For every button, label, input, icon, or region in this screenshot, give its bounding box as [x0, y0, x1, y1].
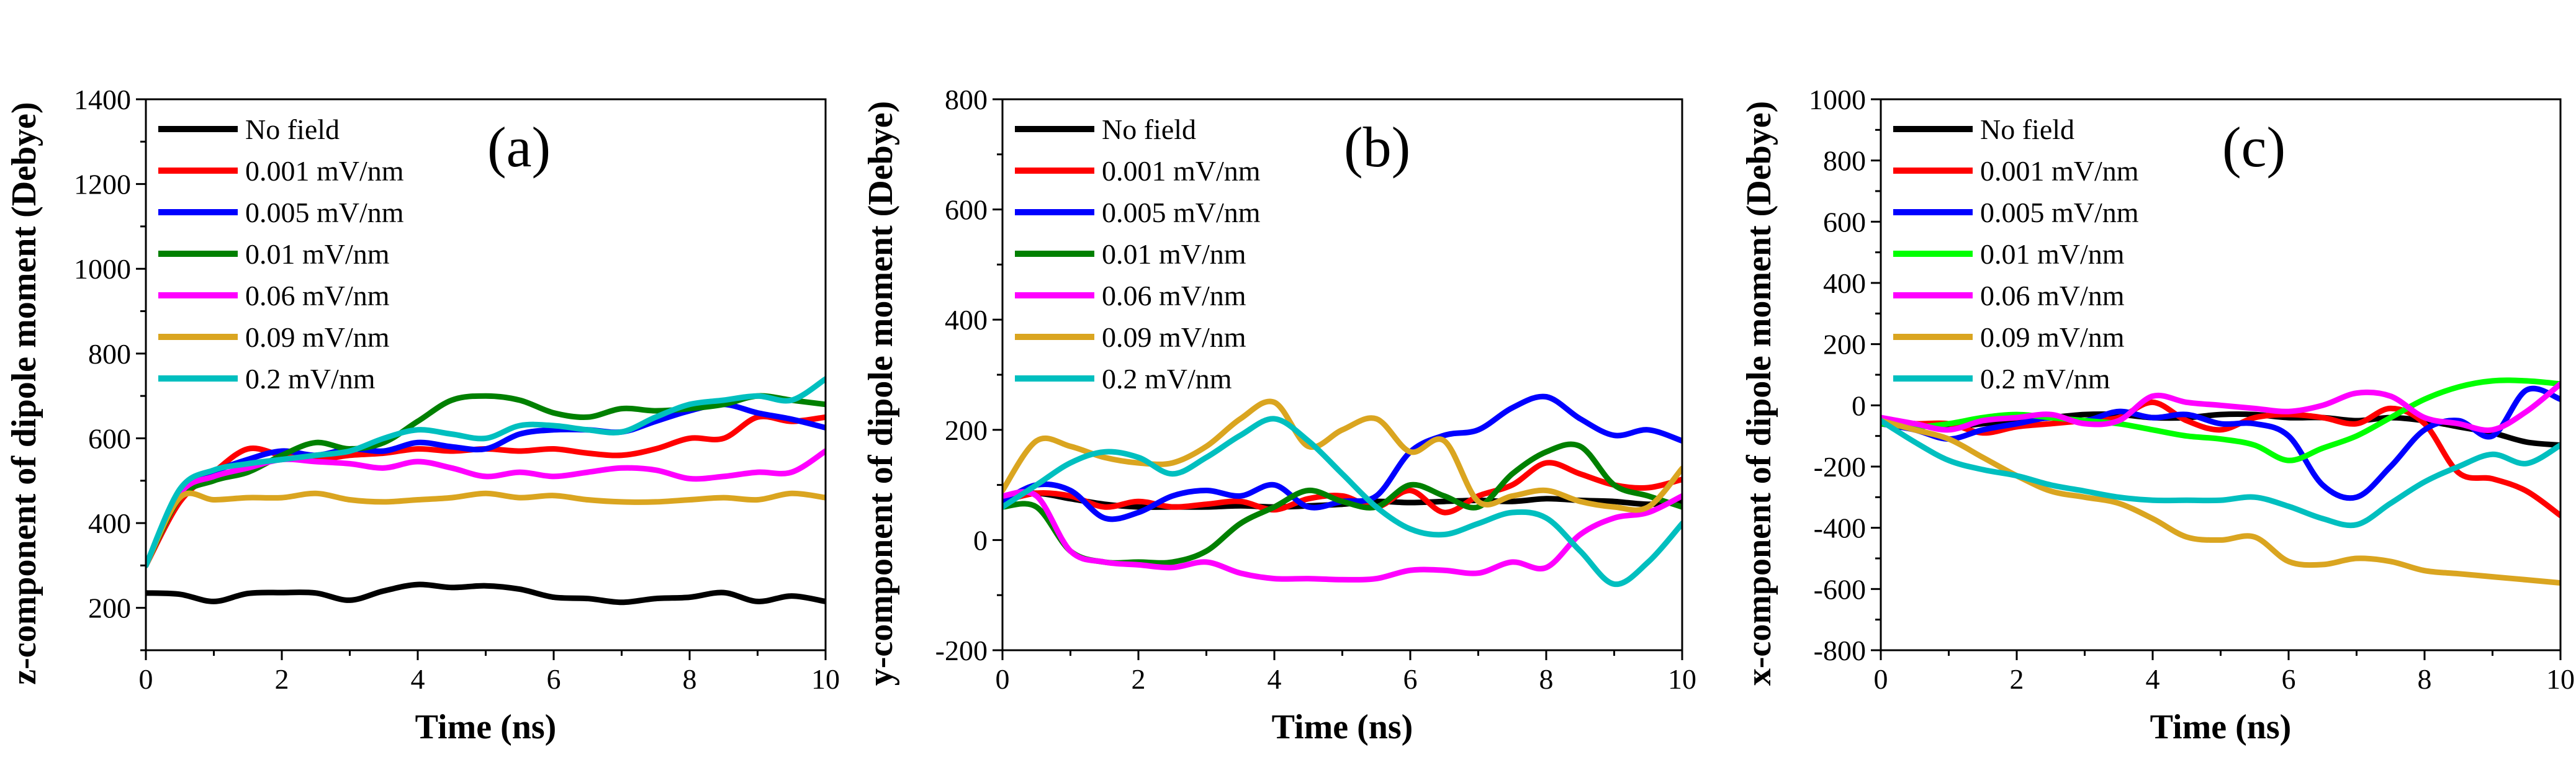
- series-group: [1002, 393, 1682, 588]
- y-tick-label: -800: [1814, 635, 1866, 666]
- chart-panel-1: 0 2 4 6 8 10 200 400 600 800 1000 1200 1400 Time (ns)…: [5, 84, 840, 746]
- x-tick-label: 4: [1268, 663, 1282, 695]
- x-tick-label: 0: [1874, 663, 1888, 695]
- x-axis-title: Time (ns): [415, 708, 557, 746]
- legend-label: 0.2 mV/nm: [1102, 363, 1232, 395]
- chart-panel-2: 0 2 4 6 8 10 -200 0 200 400 600 800 Time (ns) y-compo…: [862, 84, 1696, 746]
- series-line-7: [1881, 418, 2560, 529]
- x-axis-title: Time (ns): [2150, 708, 2292, 746]
- x-tick-label: 8: [1539, 663, 1554, 695]
- series-group: [1881, 377, 2560, 586]
- x-tick-label: 6: [547, 663, 561, 695]
- x-tick-label: 2: [2010, 663, 2024, 695]
- y-tick-label: 1000: [1809, 84, 1866, 115]
- series-line-1: [146, 581, 826, 606]
- x-tick-label: 4: [2146, 663, 2160, 695]
- series-line-6: [1002, 398, 1682, 513]
- x-tick-label: 2: [275, 663, 289, 695]
- series-line-7: [1002, 416, 1682, 588]
- legend-label: 0.005 mV/nm: [1102, 197, 1261, 228]
- y-tick-label: -200: [935, 635, 988, 666]
- y-tick-label: 200: [945, 414, 988, 446]
- y-tick-label: -600: [1814, 573, 1866, 605]
- series-line-2: [1002, 460, 1682, 516]
- x-tick-label: 0: [996, 663, 1010, 695]
- legend-label: 0.005 mV/nm: [1980, 197, 2139, 228]
- y-tick-label: -200: [1814, 451, 1866, 483]
- legend-label: 0.09 mV/nm: [1102, 321, 1246, 353]
- series-line-3: [146, 401, 826, 568]
- y-tick-label: 1200: [74, 169, 131, 200]
- legend-label: 0.2 mV/nm: [245, 363, 376, 395]
- legend-label: 0.06 mV/nm: [245, 280, 390, 311]
- series-line-3: [1881, 385, 2560, 501]
- x-tick-label: 2: [1132, 663, 1146, 695]
- legend-label: No field: [245, 114, 340, 145]
- y-tick-label: 400: [88, 508, 131, 539]
- panel-label: (c): [2222, 115, 2286, 179]
- x-tick-label: 10: [811, 663, 840, 695]
- y-tick-label: 600: [1823, 206, 1866, 238]
- legend-label: 0.06 mV/nm: [1102, 280, 1246, 311]
- series-line-5: [146, 448, 826, 568]
- legend-label: 0.001 mV/nm: [245, 155, 404, 187]
- y-tick-label: 0: [973, 524, 988, 556]
- chart-panel-3: 0 2 4 6 8 10 -800 -600 -400 -200 0 200 400 600 800 1000…: [1740, 84, 2575, 746]
- x-tick-label: 10: [2546, 663, 2575, 695]
- legend-label: 0.09 mV/nm: [1980, 321, 2125, 353]
- legend: No field 0.001 mV/nm 0.005 mV/nm 0.01 mV/nm…: [158, 114, 404, 395]
- y-axis-title: y-component of dipole moment (Debye): [862, 101, 900, 686]
- legend-label: 0.01 mV/nm: [1102, 238, 1246, 270]
- series-line-5: [1002, 489, 1682, 583]
- x-tick-label: 10: [1668, 663, 1696, 695]
- y-tick-label: 200: [1823, 329, 1866, 360]
- legend-label: No field: [1102, 114, 1196, 145]
- y-tick-label: 1400: [74, 84, 131, 115]
- series-line-4: [146, 393, 826, 568]
- legend-label: 0.09 mV/nm: [245, 321, 390, 353]
- legend-label: 0.005 mV/nm: [245, 197, 404, 228]
- legend-label: No field: [1980, 114, 2074, 145]
- series-line-6: [146, 490, 826, 568]
- y-tick-label: 800: [88, 338, 131, 370]
- x-tick-label: 8: [683, 663, 697, 695]
- y-tick-label: 600: [945, 194, 988, 226]
- x-tick-label: 4: [411, 663, 425, 695]
- series-group: [146, 376, 826, 606]
- x-tick-label: 0: [139, 663, 153, 695]
- y-tick-label: -400: [1814, 512, 1866, 544]
- y-tick-label: 800: [945, 84, 988, 115]
- y-tick-label: 600: [88, 423, 131, 454]
- panel-label: (a): [487, 115, 551, 179]
- legend: No field 0.001 mV/nm 0.005 mV/nm 0.01 mV/nm…: [1015, 114, 1261, 395]
- y-axis-title: z-component of dipole moment (Debye): [5, 102, 43, 684]
- y-tick-label: 800: [1823, 145, 1866, 177]
- x-tick-label: 6: [2282, 663, 2296, 695]
- legend-label: 0.01 mV/nm: [245, 238, 390, 270]
- series-line-6: [1881, 418, 2560, 586]
- legend-label: 0.001 mV/nm: [1102, 155, 1261, 187]
- panel-label: (b): [1344, 115, 1410, 179]
- y-tick-label: 1000: [74, 253, 131, 285]
- y-tick-label: 200: [88, 593, 131, 624]
- x-tick-label: 8: [2418, 663, 2432, 695]
- y-tick-label: 400: [945, 304, 988, 336]
- x-tick-label: 6: [1403, 663, 1418, 695]
- legend-label: 0.001 mV/nm: [1980, 155, 2139, 187]
- x-axis-title: Time (ns): [1272, 708, 1413, 746]
- series-line-2: [1881, 399, 2560, 519]
- series-line-7: [146, 376, 826, 568]
- y-axis-title: x-component of dipole moment (Debye): [1740, 101, 1778, 686]
- series-line-4: [1881, 377, 2560, 463]
- y-tick-label: 0: [1852, 390, 1866, 421]
- y-tick-label: 400: [1823, 267, 1866, 299]
- series-line-5: [1881, 381, 2560, 433]
- legend-label: 0.06 mV/nm: [1980, 280, 2125, 311]
- legend-label: 0.01 mV/nm: [1980, 238, 2125, 270]
- legend-label: 0.2 mV/nm: [1980, 363, 2110, 395]
- legend: No field 0.001 mV/nm 0.005 mV/nm 0.01 mV/nm…: [1893, 114, 2139, 395]
